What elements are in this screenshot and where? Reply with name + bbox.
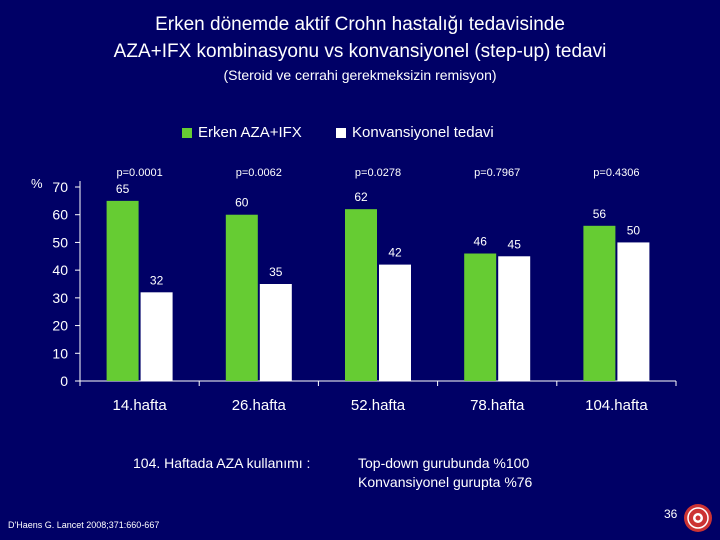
y-tick-label: 20 bbox=[52, 318, 68, 334]
bar-series-b bbox=[498, 256, 531, 381]
y-tick-label: 60 bbox=[52, 207, 68, 223]
bar-series-a bbox=[583, 225, 616, 381]
bar-series-b bbox=[140, 292, 173, 381]
bar-series-a bbox=[345, 209, 377, 381]
slide-title-line1: Erken dönemde aktif Crohn hastalığı teda… bbox=[155, 14, 565, 35]
slide-title-line2: AZA+IFX kombinasyonu vs konvansiyonel (s… bbox=[113, 41, 607, 62]
y-tick-label: 0 bbox=[60, 373, 68, 389]
footnote-aza-usage-label: 104. Haftada AZA kullanımı : bbox=[133, 455, 311, 471]
legend-swatch-series-b bbox=[336, 127, 346, 138]
footnote-topdown-usage: Top-down gurubunda %100 bbox=[358, 455, 530, 471]
slide-subtitle: (Steroid ve cerrahi gerekmeksizin remisy… bbox=[223, 67, 497, 83]
reference-citation: D'Haens G. Lancet 2008;371:660-667 bbox=[8, 520, 160, 530]
legend-label-series-b: Konvansiyonel tedavi bbox=[352, 124, 494, 141]
data-label: 42 bbox=[388, 246, 402, 260]
p-value-label: p=0.0278 bbox=[355, 167, 401, 179]
p-value-label: p=0.7967 bbox=[474, 167, 520, 179]
y-tick-label: 30 bbox=[52, 290, 68, 306]
data-label: 60 bbox=[235, 196, 249, 210]
legend-swatch-series-a bbox=[182, 127, 192, 138]
data-label: 46 bbox=[474, 235, 488, 249]
y-tick-label: 70 bbox=[52, 179, 68, 195]
page-number: 36 bbox=[664, 507, 678, 521]
bar-series-a bbox=[464, 253, 497, 381]
p-value-label: p=0.4306 bbox=[593, 167, 639, 179]
p-value-label: p=0.0062 bbox=[236, 167, 282, 179]
bar-series-b bbox=[259, 284, 292, 381]
bar-series-a bbox=[106, 200, 139, 381]
bar-series-b bbox=[617, 242, 650, 381]
bar-series-a bbox=[225, 214, 258, 381]
data-label: 65 bbox=[116, 182, 130, 196]
data-label: 50 bbox=[627, 223, 641, 237]
y-tick-label: 50 bbox=[52, 234, 68, 250]
y-tick-label: 40 bbox=[52, 262, 68, 278]
data-label: 62 bbox=[354, 190, 368, 204]
bar-series-b bbox=[379, 264, 411, 381]
footnote-conventional-usage: Konvansiyonel gurupta %76 bbox=[358, 474, 533, 490]
data-label: 56 bbox=[593, 207, 607, 221]
university-seal-icon bbox=[684, 504, 712, 532]
y-tick-label: 10 bbox=[52, 345, 68, 361]
p-value-label: p=0.0001 bbox=[117, 167, 163, 179]
x-tick-label: 104.hafta bbox=[585, 397, 648, 414]
data-label: 32 bbox=[150, 273, 164, 287]
x-tick-label: 14.hafta bbox=[112, 397, 167, 414]
y-axis-label: % bbox=[31, 176, 43, 191]
data-label: 35 bbox=[269, 265, 283, 279]
legend-item-series-b: Konvansiyonel tedavi bbox=[336, 124, 494, 141]
x-tick-label: 78.hafta bbox=[470, 397, 525, 414]
x-tick-label: 26.hafta bbox=[232, 397, 287, 414]
data-label: 45 bbox=[508, 237, 522, 251]
legend-item-series-a: Erken AZA+IFX bbox=[182, 124, 302, 141]
x-tick-label: 52.hafta bbox=[351, 397, 406, 414]
legend-label-series-a: Erken AZA+IFX bbox=[198, 124, 302, 141]
